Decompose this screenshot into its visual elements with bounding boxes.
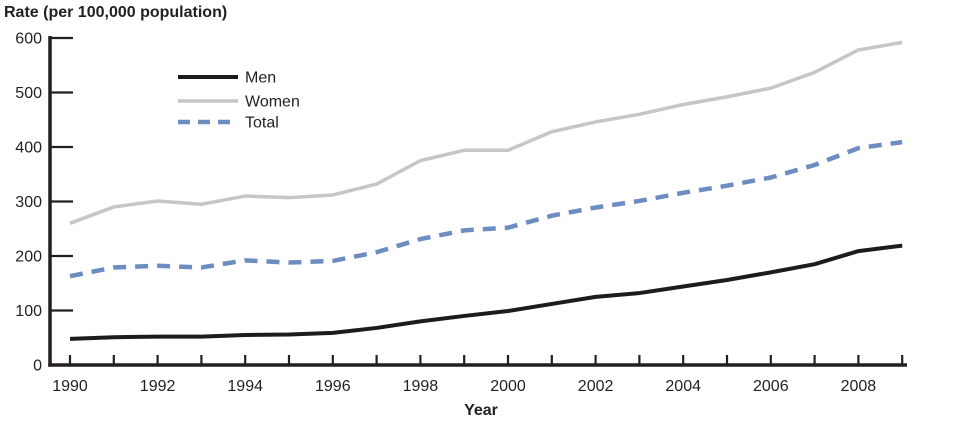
x-tick-label: 2004 — [665, 378, 701, 395]
y-axis-title: Rate (per 100,000 population) — [4, 4, 227, 21]
x-axis-title: Year — [464, 402, 498, 419]
series-line-women — [69, 40, 903, 225]
x-tick-label: 1996 — [315, 378, 351, 395]
x-tick-label: 2002 — [578, 378, 614, 395]
series-line-total — [69, 139, 903, 279]
legend: Men Women Total — [178, 70, 300, 132]
y-tick-label: 100 — [15, 303, 42, 320]
y-tick-label: 200 — [15, 249, 42, 266]
legend-label-men: Men — [245, 70, 276, 87]
x-tick-label: 2000 — [490, 378, 526, 395]
axis-ticks — [50, 36, 904, 364]
x-tick-label: 1998 — [403, 378, 439, 395]
x-tick-label: 2006 — [753, 378, 789, 395]
series-line-men — [69, 243, 903, 341]
legend-label-women: Women — [245, 94, 300, 111]
x-tick-label: 2008 — [841, 378, 877, 395]
y-tick-label: 300 — [15, 194, 42, 211]
x-tick-label: 1994 — [227, 378, 263, 395]
y-tick-label: 0 — [33, 358, 42, 375]
legend-label-total: Total — [245, 115, 279, 132]
y-tick-label: 500 — [15, 85, 42, 102]
y-tick-label: 400 — [15, 140, 42, 157]
axis-tick-labels: 0 100 200 300 400 500 600 1990 1992 1994 1996 1998 2… — [15, 31, 876, 396]
x-tick-label: 1990 — [52, 378, 88, 395]
series-lines — [69, 40, 903, 341]
x-tick-label: 1992 — [140, 378, 176, 395]
y-tick-label: 600 — [15, 31, 42, 48]
